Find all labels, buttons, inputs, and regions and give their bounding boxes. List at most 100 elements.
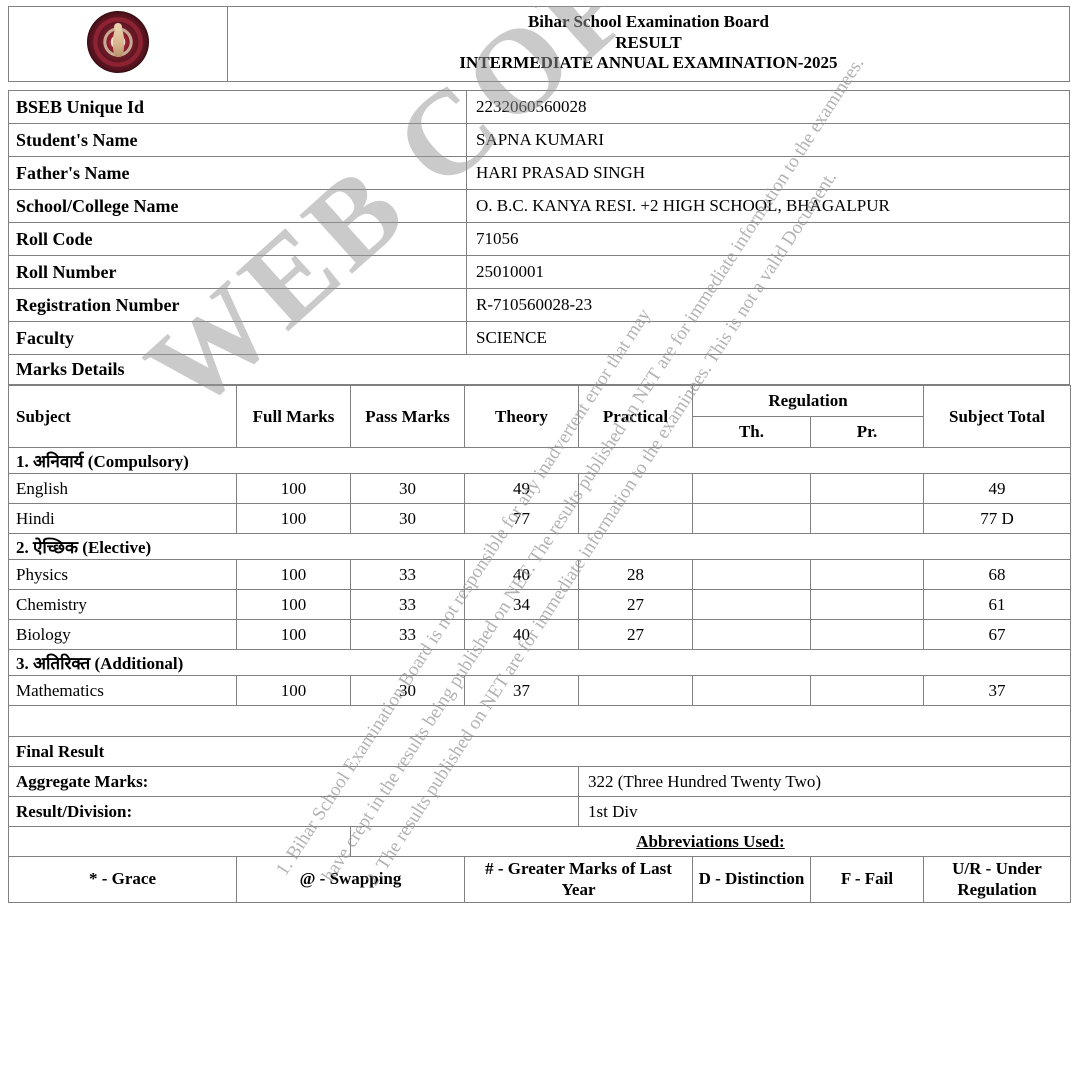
result-label: RESULT [615, 32, 682, 52]
final-result-title-row: Final Result [8, 736, 1071, 768]
info-value: 71056 [466, 222, 1070, 257]
info-row-unique-id: BSEB Unique Id 2232060560028 [8, 90, 1070, 125]
abbreviation-swapping: @ - Swapping [236, 856, 465, 903]
col-header-regulation-th: Th. [692, 416, 811, 449]
abbreviation-under-regulation: U/R - Under Regulation [923, 856, 1071, 903]
cell-subject: Physics [8, 559, 237, 591]
section-header-additional: 3. अतिरिक्त (Additional) [8, 649, 1071, 677]
info-label: Father's Name [8, 156, 467, 191]
cell-theory: 37 [464, 675, 579, 707]
table-row: Biology 100 33 40 27 67 [8, 619, 1071, 651]
info-value: 2232060560028 [466, 90, 1070, 125]
cell-regulation-pr [810, 675, 924, 707]
col-header-subject: Subject [8, 385, 237, 449]
info-row-marks-details: Marks Details [8, 354, 1070, 386]
cell-subject-total: 77 D [923, 503, 1071, 535]
cell-regulation-th [692, 589, 811, 621]
info-value: HARI PRASAD SINGH [466, 156, 1070, 191]
marks-header-row-1: Subject Full Marks Pass Marks Theory Pra… [8, 385, 1071, 449]
cell-subject-total: 67 [923, 619, 1071, 651]
cell-full-marks: 100 [236, 675, 351, 707]
cell-regulation-pr [810, 619, 924, 651]
info-value: O. B.C. KANYA RESI. +2 HIGH SCHOOL, BHAG… [466, 189, 1070, 224]
marks-header-row-2: Th. Pr. [9, 416, 1071, 449]
cell-full-marks: 100 [236, 559, 351, 591]
cell-subject-total: 49 [923, 473, 1071, 505]
abbreviation-distinction: D - Distinction [692, 856, 811, 903]
abbreviation-greater-marks: # - Greater Marks of Last Year [464, 856, 693, 903]
cell-practical [578, 473, 693, 505]
bseb-seal-icon [87, 10, 149, 73]
document-header: Bihar School Examination Board RESULT IN… [8, 5, 1070, 83]
col-header-subject-total: Subject Total [923, 385, 1071, 449]
cell-regulation-pr [810, 559, 924, 591]
cell-practical: 27 [578, 589, 693, 621]
abbreviations-title-row: Abbreviations Used: [8, 826, 1071, 858]
result-division-value: 1st Div [578, 796, 1071, 828]
info-label: Registration Number [8, 288, 467, 323]
aggregate-marks-value: 322 (Three Hundred Twenty Two) [578, 766, 1071, 798]
section-title: 2. ऐच्छिक (Elective) [8, 533, 1071, 561]
cell-full-marks: 100 [236, 619, 351, 651]
cell-subject-total: 68 [923, 559, 1071, 591]
section-header-elective: 2. ऐच्छिक (Elective) [8, 533, 1071, 561]
section-header-compulsory: 1. अनिवार्य (Compulsory) [8, 447, 1071, 475]
section-title: 3. अतिरिक्त (Additional) [8, 649, 1071, 677]
cell-regulation-th [692, 619, 811, 651]
header-title-cell: Bihar School Examination Board RESULT IN… [227, 5, 1070, 83]
col-header-full-marks: Full Marks [236, 385, 351, 449]
section-title: 1. अनिवार्य (Compulsory) [8, 447, 1071, 475]
cell-subject-total: 61 [923, 589, 1071, 621]
col-header-theory: Theory [464, 385, 579, 449]
info-value: SCIENCE [466, 321, 1070, 356]
col-header-practical: Practical [578, 385, 693, 449]
cell-subject: Biology [8, 619, 237, 651]
cell-full-marks: 100 [236, 473, 351, 505]
cell-practical: 28 [578, 559, 693, 591]
spacer-cell [8, 705, 1071, 738]
cell-regulation-th [692, 503, 811, 535]
cell-regulation-th [692, 473, 811, 505]
cell-subject: Chemistry [8, 589, 237, 621]
marks-details-label: Marks Details [8, 354, 1070, 386]
cell-pass-marks: 33 [350, 559, 465, 591]
cell-pass-marks: 33 [350, 619, 465, 651]
info-row-faculty: Faculty SCIENCE [8, 321, 1070, 356]
info-row-roll-number: Roll Number 25010001 [8, 255, 1070, 290]
col-header-regulation: Regulation [692, 385, 924, 418]
marks-table: Subject Full Marks Pass Marks Theory Pra… [8, 385, 1071, 903]
cell-regulation-pr [810, 503, 924, 535]
info-label: Faculty [8, 321, 467, 356]
cell-full-marks: 100 [236, 589, 351, 621]
cell-theory: 49 [464, 473, 579, 505]
table-row: Mathematics 100 30 37 37 [8, 675, 1071, 707]
cell-pass-marks: 30 [350, 675, 465, 707]
logo-cell [8, 5, 228, 83]
exam-name: INTERMEDIATE ANNUAL EXAMINATION-2025 [459, 53, 838, 73]
board-name: Bihar School Examination Board [527, 12, 770, 31]
info-value: R-710560028-23 [466, 288, 1070, 323]
result-document: WEB COPY 1. Bihar School Examination Boa… [0, 5, 1080, 1066]
col-header-pass-marks: Pass Marks [350, 385, 465, 449]
aggregate-marks-row: Aggregate Marks: 322 (Three Hundred Twen… [8, 766, 1071, 798]
info-row-registration-number: Registration Number R-710560028-23 [8, 288, 1070, 323]
spacer-row [8, 705, 1071, 738]
student-info-table: BSEB Unique Id 2232060560028 Student's N… [8, 90, 1070, 386]
info-label: Roll Number [8, 255, 467, 290]
info-row-school-name: School/College Name O. B.C. KANYA RESI. … [8, 189, 1070, 224]
cell-pass-marks: 30 [350, 503, 465, 535]
cell-practical: 27 [578, 619, 693, 651]
cell-subject: English [8, 473, 237, 505]
cell-subject: Hindi [8, 503, 237, 535]
cell-theory: 40 [464, 619, 579, 651]
abbreviations-empty-cell [8, 826, 351, 858]
abbreviation-fail: F - Fail [810, 856, 924, 903]
cell-theory: 77 [464, 503, 579, 535]
cell-subject: Mathematics [8, 675, 237, 707]
col-header-regulation-pr: Pr. [810, 416, 924, 449]
info-label: School/College Name [8, 189, 467, 224]
final-result-title: Final Result [8, 736, 1071, 768]
cell-pass-marks: 30 [350, 473, 465, 505]
cell-practical [578, 675, 693, 707]
cell-theory: 34 [464, 589, 579, 621]
